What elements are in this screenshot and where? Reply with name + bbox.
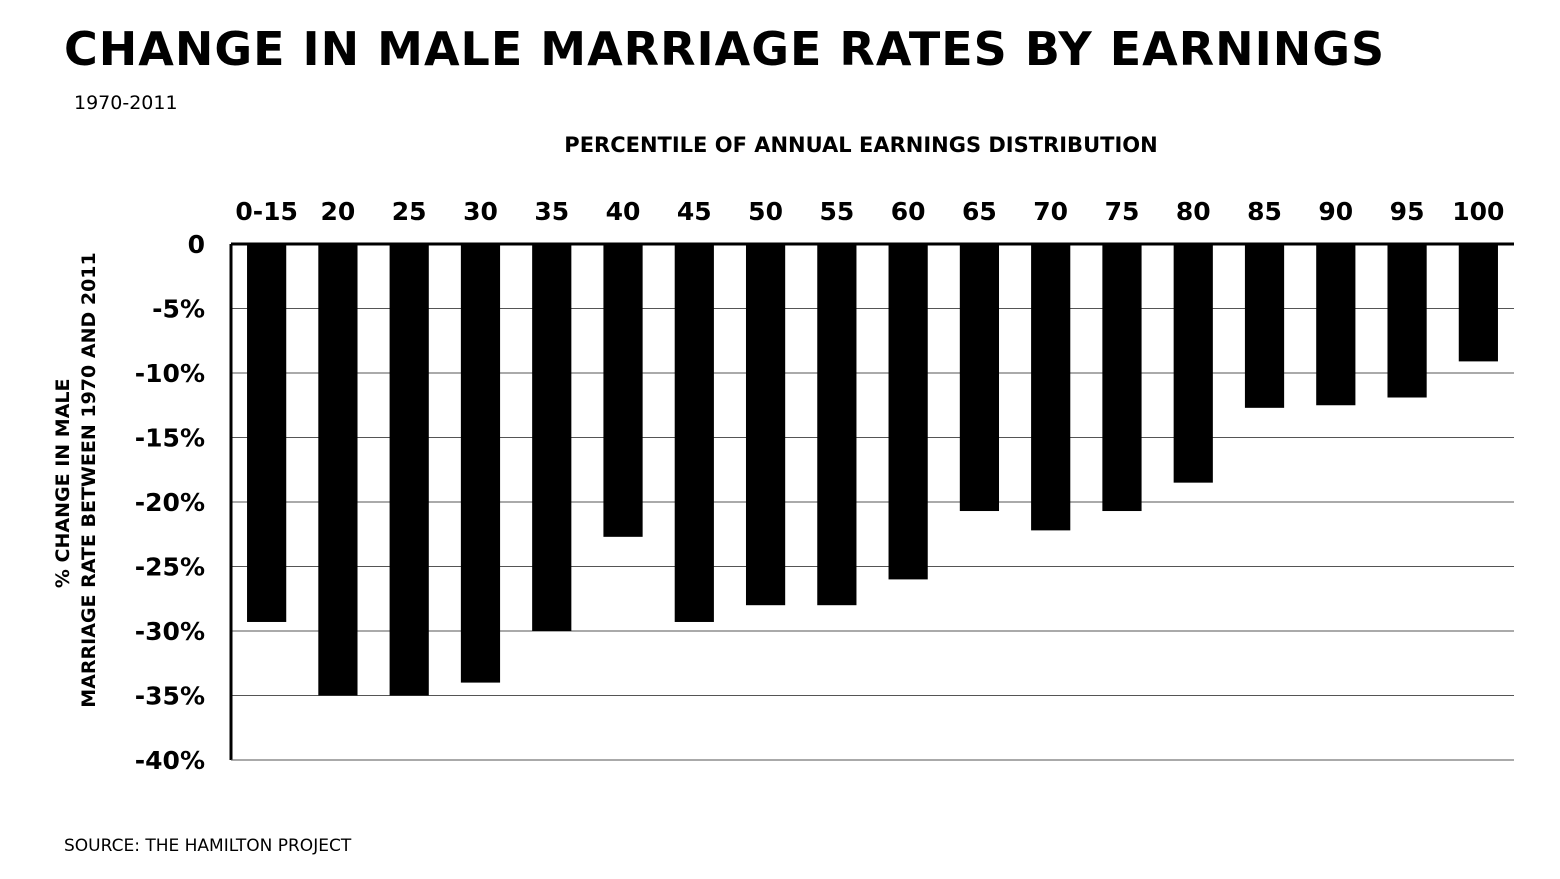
x-tick-label: 95 xyxy=(1390,197,1425,226)
y-tick-label: -15% xyxy=(135,424,205,453)
bar-0-15 xyxy=(247,244,287,622)
bar-25 xyxy=(389,244,429,696)
chart-title: CHANGE IN MALE MARRIAGE RATES BY EARNING… xyxy=(64,22,1386,76)
bar-50 xyxy=(745,244,786,606)
bar-35 xyxy=(532,244,572,631)
source-note: SOURCE: THE HAMILTON PROJECT xyxy=(64,836,352,856)
axes xyxy=(229,242,1514,761)
y-tick-label: -40% xyxy=(135,746,205,775)
y-tick-label: -30% xyxy=(135,617,205,646)
x-tick-label: 40 xyxy=(606,197,641,226)
x-tick-label: 85 xyxy=(1247,197,1282,226)
bar-85 xyxy=(1244,244,1285,408)
bar-20 xyxy=(318,244,358,696)
bar-40 xyxy=(603,244,643,537)
y-axis-label: % CHANGE IN MALE MARRIAGE RATE BETWEEN 1… xyxy=(52,252,100,707)
x-tick-label: 70 xyxy=(1033,197,1068,226)
y-tick-label: -10% xyxy=(135,359,205,388)
bar-100 xyxy=(1458,244,1498,362)
chart-subtitle: 1970-2011 xyxy=(74,92,178,114)
x-axis-label: PERCENTILE OF ANNUAL EARNINGS DISTRIBUTI… xyxy=(564,133,1157,157)
x-tick-label: 50 xyxy=(748,197,783,226)
bar-90 xyxy=(1316,244,1356,406)
bar-65 xyxy=(959,244,1000,512)
x-tick-labels: 0-15 20 25 30 35 40 45 50 55 60 65 70 75 80 85 90 95 100 xyxy=(235,197,1504,226)
bar-60 xyxy=(888,244,928,580)
y-axis-label-line-2: MARRIAGE RATE BETWEEN 1970 AND 2011 xyxy=(78,252,100,707)
x-tick-label: 100 xyxy=(1452,197,1504,226)
x-tick-label: 60 xyxy=(891,197,926,226)
y-tick-label: -35% xyxy=(135,682,205,711)
x-tick-label: 65 xyxy=(962,197,997,226)
y-tick-label: -5% xyxy=(152,295,205,324)
x-tick-label: 55 xyxy=(819,197,854,226)
bar-70 xyxy=(1031,244,1071,531)
bar-55 xyxy=(817,244,857,606)
y-axis-label-line-1: % CHANGE IN MALE xyxy=(52,379,74,589)
y-tick-label: -25% xyxy=(135,553,205,582)
x-tick-label: 30 xyxy=(463,197,498,226)
bar-95 xyxy=(1387,244,1427,398)
x-tick-label: 80 xyxy=(1176,197,1211,226)
bar-75 xyxy=(1102,244,1142,512)
bar-30 xyxy=(460,244,501,683)
x-tick-label: 20 xyxy=(321,197,356,226)
y-tick-label: -20% xyxy=(135,488,205,517)
bar-45 xyxy=(674,244,714,622)
x-tick-label: 75 xyxy=(1105,197,1140,226)
x-tick-label: 90 xyxy=(1318,197,1353,226)
bars xyxy=(247,244,1498,696)
x-tick-label: 45 xyxy=(677,197,712,226)
y-tick-label: 0 xyxy=(188,230,205,259)
y-tick-labels: 0 -5% -10% -15% -20% -25% -30% -35% -40% xyxy=(135,230,205,775)
x-tick-label: 35 xyxy=(534,197,569,226)
x-tick-label: 25 xyxy=(392,197,427,226)
bar-80 xyxy=(1173,244,1213,483)
x-tick-label: 0-15 xyxy=(235,197,298,226)
